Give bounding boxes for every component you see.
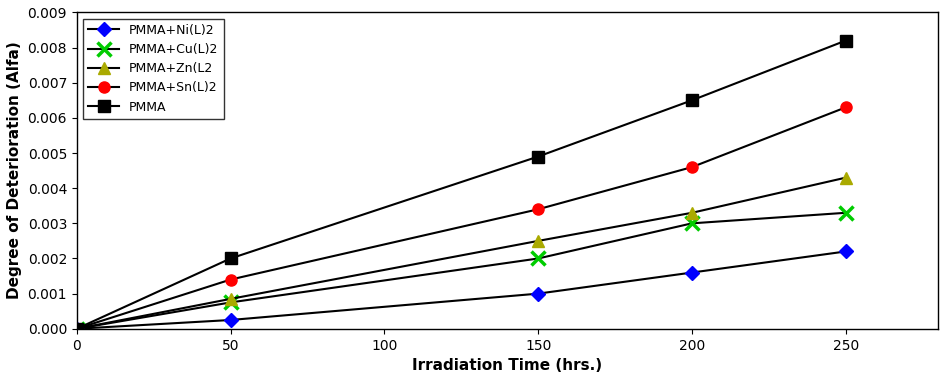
Line: PMMA+Sn(L)2: PMMA+Sn(L)2 — [71, 102, 851, 334]
PMMA+Ni(L)2 — [71, 326, 82, 331]
Legend: PMMA+Ni(L)2, PMMA+Cu(L)2, PMMA+Zn(L2, PMMA+Sn(L)2, PMMA: PMMA+Ni(L)2, PMMA+Cu(L)2, PMMA+Zn(L2, PM… — [83, 19, 224, 119]
PMMA+Ni(L)2 — [685, 270, 697, 275]
PMMA+Cu(L)2 — [225, 300, 236, 305]
PMMA — [225, 256, 236, 261]
PMMA+Cu(L)2 — [71, 326, 82, 331]
PMMA — [839, 38, 851, 43]
PMMA+Sn(L)2 — [225, 277, 236, 282]
PMMA+Zn(L2 — [225, 297, 236, 301]
PMMA+Cu(L)2 — [685, 221, 697, 226]
PMMA+Sn(L)2 — [531, 207, 543, 212]
PMMA+Ni(L)2 — [531, 291, 543, 296]
Line: PMMA+Ni(L)2: PMMA+Ni(L)2 — [72, 247, 850, 334]
Line: PMMA+Zn(L2: PMMA+Zn(L2 — [71, 172, 851, 334]
PMMA+Zn(L2 — [685, 211, 697, 215]
PMMA+Sn(L)2 — [839, 105, 851, 109]
PMMA+Cu(L)2 — [839, 211, 851, 215]
PMMA+Ni(L)2 — [839, 249, 851, 254]
PMMA+Zn(L2 — [839, 175, 851, 180]
PMMA — [531, 154, 543, 159]
PMMA+Sn(L)2 — [685, 165, 697, 169]
PMMA+Zn(L2 — [71, 326, 82, 331]
PMMA+Ni(L)2 — [225, 318, 236, 322]
Line: PMMA: PMMA — [71, 35, 851, 334]
Line: PMMA+Cu(L)2: PMMA+Cu(L)2 — [70, 206, 851, 336]
PMMA+Zn(L2 — [531, 239, 543, 243]
Y-axis label: Degree of Deterioration (Alfa): Degree of Deterioration (Alfa) — [7, 42, 22, 299]
PMMA — [685, 98, 697, 103]
PMMA — [71, 326, 82, 331]
X-axis label: Irradiation Time (hrs.): Irradiation Time (hrs.) — [412, 358, 602, 373]
PMMA+Sn(L)2 — [71, 326, 82, 331]
PMMA+Cu(L)2 — [531, 256, 543, 261]
